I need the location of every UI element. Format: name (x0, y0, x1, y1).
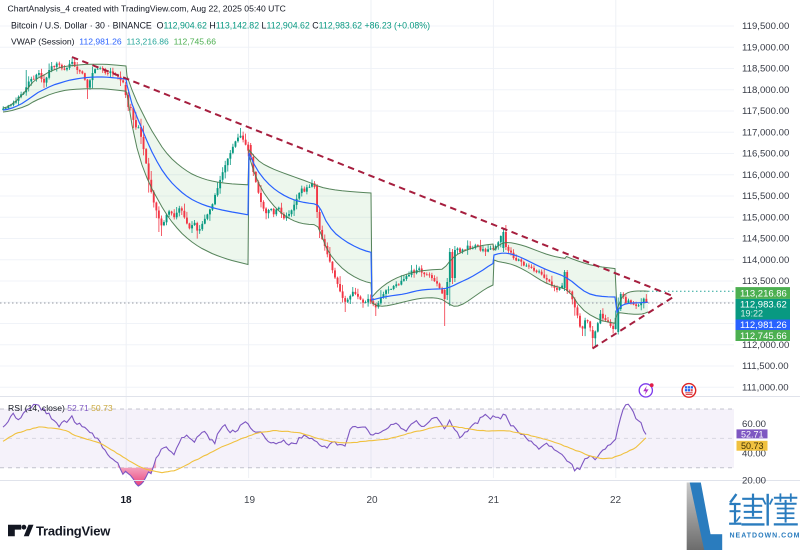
svg-text:116,000.00: 116,000.00 (742, 170, 789, 181)
svg-text:18: 18 (120, 495, 132, 506)
svg-text:NEATDOWN.COM: NEATDOWN.COM (730, 533, 800, 540)
svg-text:114,000.00: 114,000.00 (742, 255, 789, 266)
svg-text:119,000.00: 119,000.00 (742, 43, 789, 54)
svg-text:114,500.00: 114,500.00 (742, 234, 789, 245)
svg-text:50.73: 50.73 (741, 441, 764, 451)
svg-text:112,981.26: 112,981.26 (740, 320, 787, 331)
svg-text:113,216.86: 113,216.86 (740, 288, 787, 299)
svg-text:112,983.62: 112,983.62 (740, 299, 787, 310)
svg-text:21: 21 (488, 495, 500, 506)
svg-text:RSI (14, close) 52.71 50.73: RSI (14, close) 52.71 50.73 (8, 403, 113, 413)
svg-text:115,500.00: 115,500.00 (742, 191, 789, 202)
svg-text:118,000.00: 118,000.00 (742, 85, 789, 96)
svg-text:VWAP (Session) 112,981.26 11: VWAP (Session) 112,981.26 113,216.86 112… (11, 37, 216, 47)
svg-text:60.00: 60.00 (742, 419, 766, 430)
svg-text:117,000.00: 117,000.00 (742, 127, 789, 138)
svg-text:19:22: 19:22 (741, 309, 764, 319)
svg-text:117,500.00: 117,500.00 (742, 106, 789, 117)
svg-text:20.00: 20.00 (742, 475, 766, 486)
svg-text:116,500.00: 116,500.00 (742, 149, 789, 160)
svg-text:Bitcoin / U.S. Dollar · 30 · B: Bitcoin / U.S. Dollar · 30 · BINANCE O11… (11, 21, 430, 31)
svg-text:119,500.00: 119,500.00 (742, 21, 789, 32)
svg-text:ChartAnalysis_4 created with T: ChartAnalysis_4 created with TradingView… (8, 4, 286, 14)
svg-text:22: 22 (610, 495, 622, 506)
svg-text:112,000.00: 112,000.00 (742, 340, 789, 351)
svg-text:19: 19 (244, 495, 256, 506)
svg-text:52.71: 52.71 (741, 429, 764, 439)
svg-text:40.00: 40.00 (742, 449, 766, 460)
svg-text:115,000.00: 115,000.00 (742, 212, 789, 223)
svg-text:113,500.00: 113,500.00 (742, 276, 789, 287)
svg-text:20: 20 (366, 495, 378, 506)
svg-text:TradingView: TradingView (36, 523, 111, 538)
svg-text:118,500.00: 118,500.00 (742, 64, 789, 75)
svg-text:112,745.66: 112,745.66 (740, 331, 787, 342)
svg-text:111,000.00: 111,000.00 (742, 382, 789, 393)
svg-text:111,500.00: 111,500.00 (742, 361, 789, 372)
